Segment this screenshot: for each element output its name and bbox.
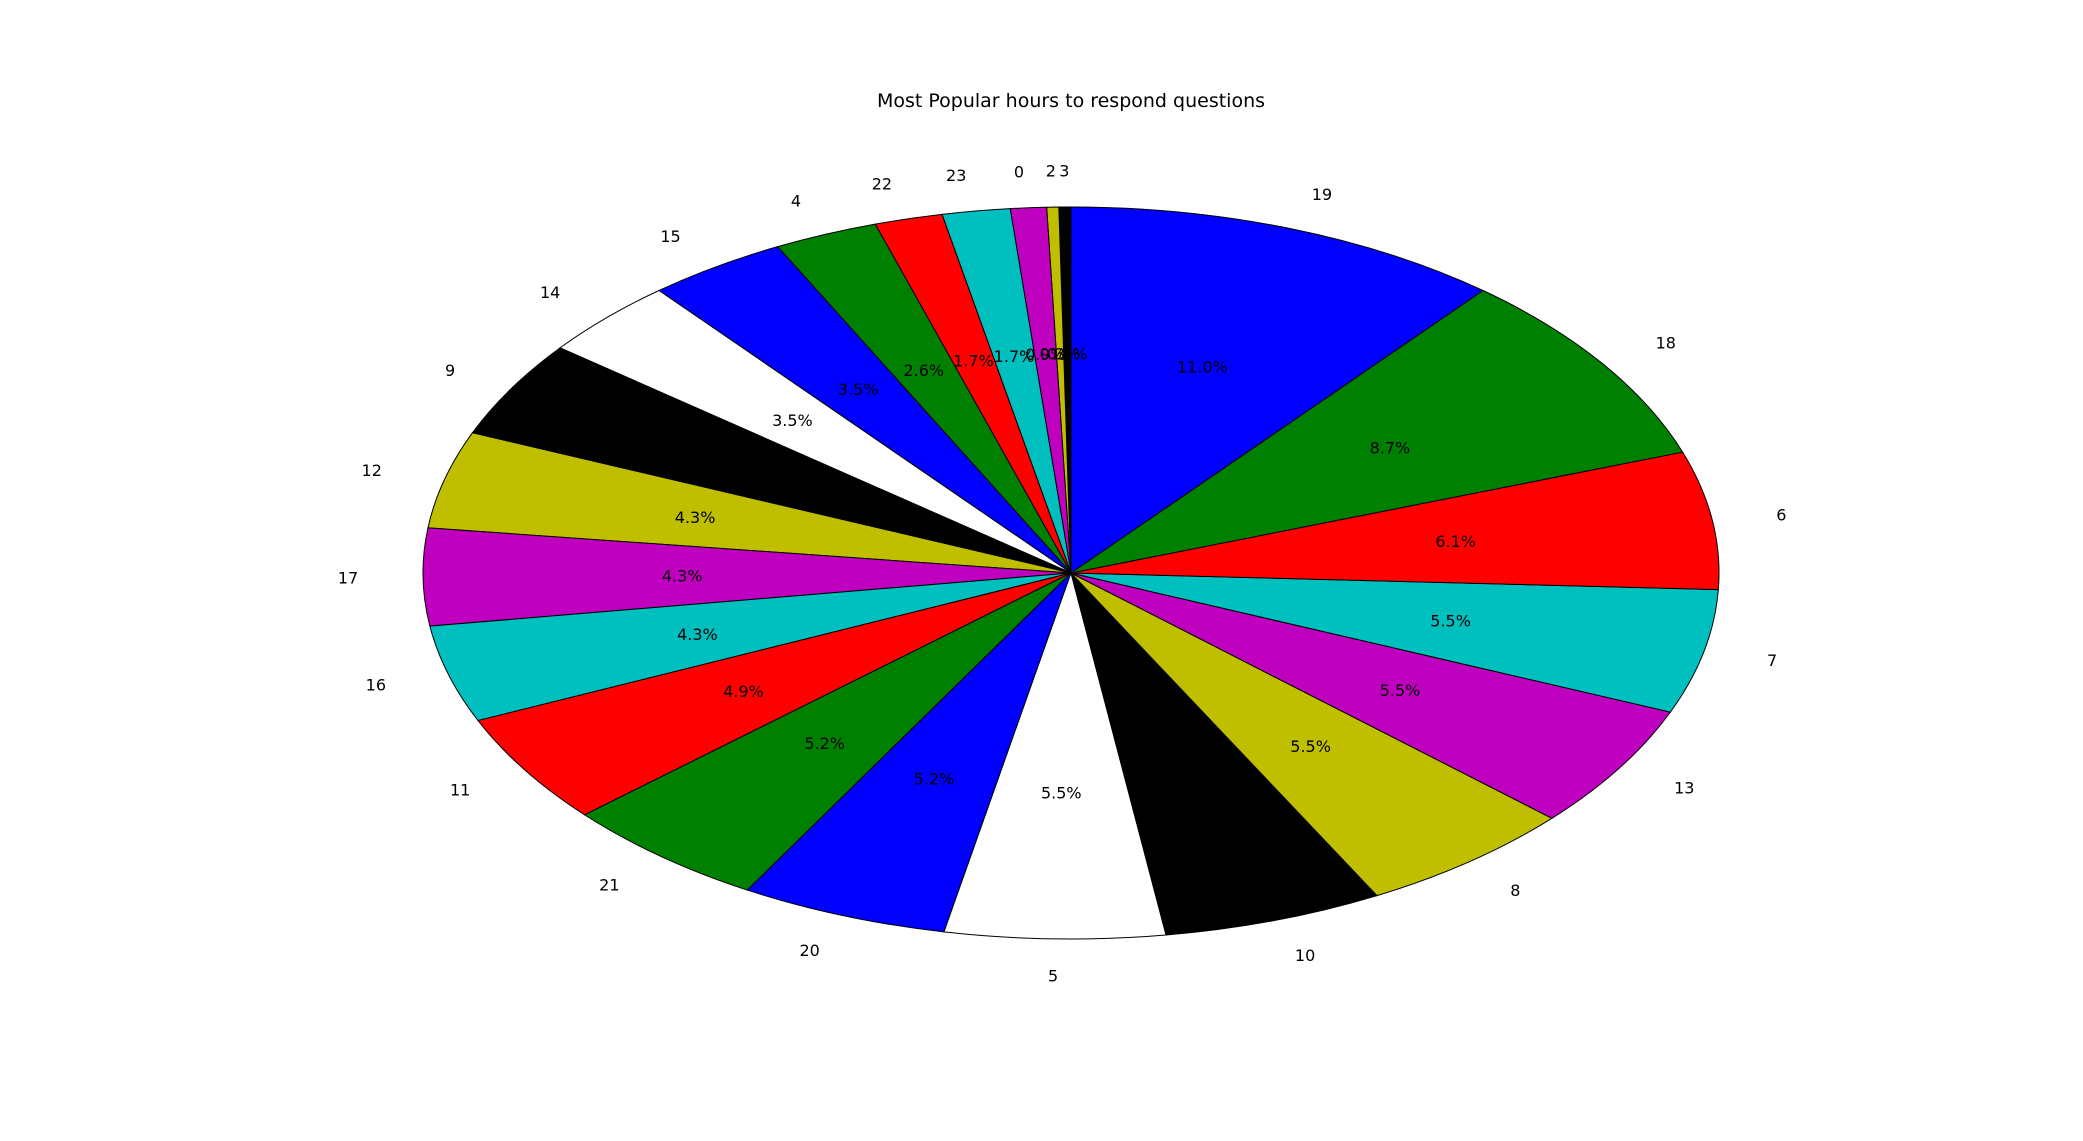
percent-label-hour-14: 3.5%	[772, 411, 813, 430]
pie-slice-hour-16	[429, 572, 1072, 722]
slice-label-hour-16: 16	[366, 675, 386, 694]
percent-label-hour-15: 3.5%	[838, 380, 879, 399]
percent-label-hour-2: 0.3%	[1040, 345, 1081, 364]
percent-label-hour-21: 5.2%	[804, 734, 845, 753]
slice-label-hour-3: 3	[1059, 161, 1069, 180]
percent-label-hour-12: 4.3%	[675, 508, 716, 527]
pie-slice-hour-18	[1070, 289, 1684, 574]
pie-slice-hour-11	[477, 572, 1072, 816]
slice-label-hour-10: 10	[1295, 946, 1315, 965]
pie-slice-hour-6	[1070, 451, 1720, 591]
slice-label-hour-2: 2	[1046, 162, 1056, 181]
slice-label-hour-18: 18	[1656, 334, 1676, 353]
percent-label-hour-0: 0.9%	[1025, 345, 1066, 364]
percent-label-hour-5: 5.5%	[1041, 784, 1082, 803]
percent-label-hour-17: 4.3%	[662, 566, 703, 585]
percent-label-hour-10: 5.5%	[1173, 773, 1214, 792]
percent-label-hour-9: 4.3%	[715, 453, 756, 472]
slice-label-hour-22: 22	[872, 174, 892, 193]
slice-label-hour-21: 21	[599, 876, 619, 895]
pie-slice-hour-8	[1070, 572, 1553, 897]
pie-slices	[422, 206, 1720, 940]
percent-label-hour-13: 5.5%	[1380, 681, 1421, 700]
percent-label-hour-16: 4.3%	[677, 625, 718, 644]
slice-label-hour-0: 0	[1014, 162, 1024, 181]
slice-label-hour-13: 13	[1674, 779, 1694, 798]
slice-label-hour-20: 20	[799, 941, 819, 960]
pie-slice-hour-12	[427, 432, 1072, 574]
slice-label-hour-12: 12	[362, 461, 382, 480]
pie-slice-hour-9	[471, 347, 1072, 574]
pie-slice-hour-5	[943, 571, 1167, 940]
slice-label-hour-4: 4	[791, 191, 801, 210]
percent-label-hour-18: 8.7%	[1370, 438, 1411, 457]
pie-slice-hour-10	[1070, 572, 1378, 936]
percent-label-hour-8: 5.5%	[1290, 737, 1331, 756]
pie-slice-hour-7	[1070, 572, 1719, 713]
percent-label-hour-23: 1.7%	[994, 347, 1035, 366]
pie-slice-hour-20	[746, 572, 1072, 933]
pie-slice-hour-21	[583, 572, 1072, 891]
pie-slice-hour-17	[422, 527, 1072, 627]
percent-label-hour-7: 5.5%	[1430, 611, 1471, 630]
percent-label-hour-19: 11.0%	[1177, 357, 1228, 376]
slice-label-hour-14: 14	[540, 283, 560, 302]
slice-label-hour-17: 17	[338, 568, 358, 587]
percent-label-hour-3: 0.3%	[1047, 344, 1088, 363]
percent-label-hour-20: 5.2%	[914, 770, 955, 789]
pie-slice-hour-13	[1070, 572, 1672, 819]
percent-label-hour-4: 2.6%	[903, 361, 944, 380]
slice-label-hour-7: 7	[1767, 651, 1777, 670]
percent-label-hour-22: 1.7%	[953, 351, 994, 370]
pie-slice-hour-19	[1070, 206, 1485, 574]
slice-label-hour-6: 6	[1776, 506, 1786, 525]
slice-label-hour-23: 23	[946, 166, 966, 185]
pie-percent-labels: 0.3%0.3%0.9%1.7%1.7%2.6%3.5%3.5%4.3%4.3%…	[662, 344, 1476, 802]
chart-title: Most Popular hours to respond questions	[877, 90, 1265, 112]
slice-label-hour-11: 11	[450, 781, 470, 800]
slice-label-hour-5: 5	[1048, 967, 1058, 986]
percent-label-hour-11: 4.9%	[723, 682, 764, 701]
slice-label-hour-9: 9	[445, 361, 455, 380]
percent-label-hour-6: 6.1%	[1435, 532, 1476, 551]
slice-label-hour-15: 15	[660, 227, 680, 246]
slice-label-hour-8: 8	[1510, 881, 1520, 900]
slice-label-hour-19: 19	[1312, 185, 1332, 204]
